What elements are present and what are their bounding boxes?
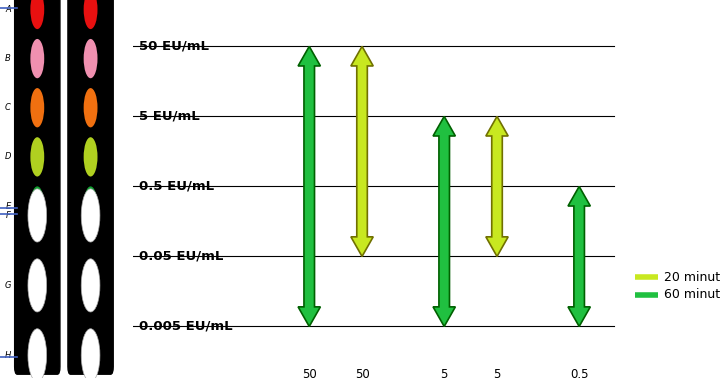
Text: C: C bbox=[5, 103, 11, 112]
Circle shape bbox=[84, 88, 97, 127]
Text: H: H bbox=[5, 351, 11, 360]
Circle shape bbox=[84, 137, 97, 177]
Text: 5: 5 bbox=[441, 369, 448, 378]
Circle shape bbox=[81, 329, 100, 378]
Circle shape bbox=[28, 259, 47, 312]
Text: 60 minutes: 60 minutes bbox=[665, 288, 720, 301]
Circle shape bbox=[28, 329, 47, 378]
FancyBboxPatch shape bbox=[68, 0, 113, 374]
Text: 5: 5 bbox=[493, 369, 500, 378]
Text: 50: 50 bbox=[355, 369, 369, 378]
Text: 50: 50 bbox=[302, 369, 317, 378]
Text: D: D bbox=[5, 152, 12, 161]
Circle shape bbox=[81, 189, 100, 242]
Circle shape bbox=[28, 189, 47, 242]
Circle shape bbox=[84, 186, 97, 226]
Text: 0.5: 0.5 bbox=[570, 369, 588, 378]
Circle shape bbox=[84, 39, 97, 78]
Polygon shape bbox=[486, 116, 508, 256]
Text: 0.05 EU/mL: 0.05 EU/mL bbox=[139, 250, 223, 263]
Polygon shape bbox=[433, 116, 455, 327]
Circle shape bbox=[30, 39, 44, 78]
Text: A: A bbox=[5, 5, 11, 14]
Text: 50 EU/mL: 50 EU/mL bbox=[139, 40, 209, 53]
Text: 20 minutes: 20 minutes bbox=[665, 271, 720, 284]
Text: B: B bbox=[5, 54, 11, 63]
Circle shape bbox=[30, 88, 44, 127]
Text: G: G bbox=[5, 281, 12, 290]
Polygon shape bbox=[298, 46, 320, 327]
Circle shape bbox=[30, 137, 44, 177]
Text: 5 EU/mL: 5 EU/mL bbox=[139, 110, 200, 123]
Text: E: E bbox=[5, 201, 11, 211]
Circle shape bbox=[84, 0, 97, 29]
Text: F: F bbox=[6, 211, 10, 220]
Polygon shape bbox=[568, 186, 590, 327]
Polygon shape bbox=[351, 46, 373, 256]
Circle shape bbox=[30, 186, 44, 226]
Text: 0.5 EU/mL: 0.5 EU/mL bbox=[139, 180, 214, 193]
Circle shape bbox=[30, 0, 44, 29]
FancyBboxPatch shape bbox=[14, 0, 60, 374]
Text: 0.005 EU/mL: 0.005 EU/mL bbox=[139, 320, 233, 333]
Circle shape bbox=[81, 259, 100, 312]
